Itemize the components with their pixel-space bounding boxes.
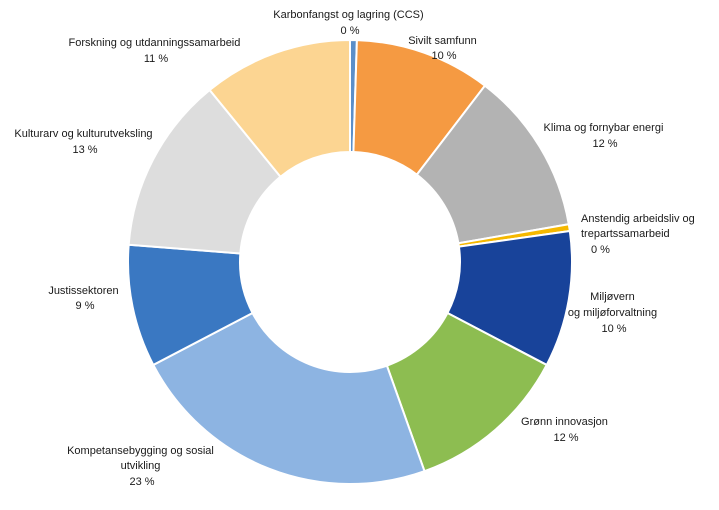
slice-label-kompetansebygging: Kompetansebygging og sosial utvikling 23… [67,445,217,488]
slice-label-forskning: Forskning og utdanningssamarbeid 11 % [69,37,244,65]
donut-slice-10 [208,38,351,179]
slice-label-anstendig-arbeidsliv: Anstendig arbeidsliv og trepartssamarbei… [581,213,698,256]
slice-label-sivilt-samfunn: Sivilt samfunn 10 % [408,35,480,62]
slice-label-gronn-innovasjon: Grønn innovasjon 12 % [521,416,611,444]
slice-label-miljovern: Miljøvern og miljøforvaltning 10 % [568,291,660,335]
slice-label-kulturarv: Kulturarv og kulturutveksling 13 % [14,128,155,156]
labels-group: Karbonfangst og lagring (CCS) 0 % Sivilt… [14,9,698,488]
slice-label-ccs: Karbonfangst og lagring (CCS) 0 % [273,9,426,37]
slice-label-klima: Klima og fornybar energi 12 % [544,122,667,150]
donut-slice-7 [151,311,426,485]
slice-label-justissektoren: Justissektoren 9 % [48,285,121,312]
slices-group [127,38,573,485]
